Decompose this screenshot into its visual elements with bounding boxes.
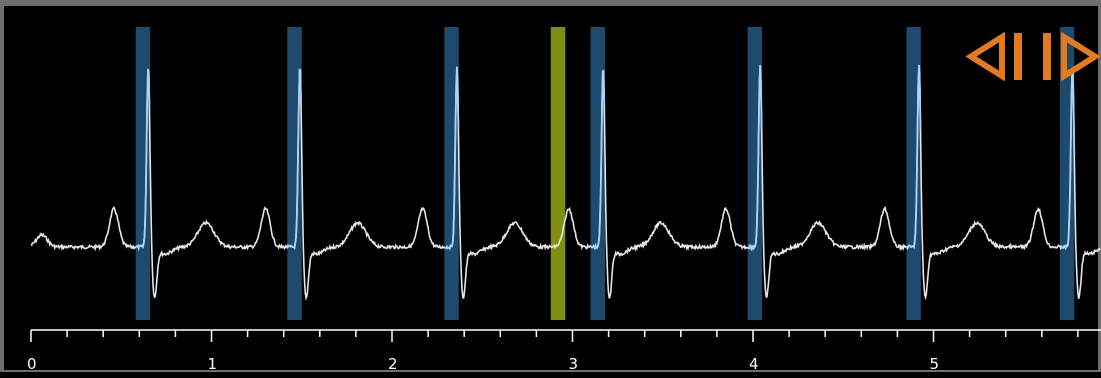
tick-label: 4 bbox=[749, 355, 759, 373]
ecg-signal-highlight bbox=[1059, 69, 1076, 251]
step-forward-bar bbox=[1043, 33, 1051, 80]
step-back-bar bbox=[1014, 33, 1022, 80]
tick-label: 0 bbox=[27, 355, 37, 373]
ecg-plot[interactable]: 0 1 2 3 4 5 bbox=[4, 6, 1101, 378]
ecg-trace-group bbox=[30, 64, 1101, 301]
ecg-signal-highlight bbox=[589, 70, 606, 251]
tick-label: 3 bbox=[569, 355, 579, 373]
tick-label: 1 bbox=[208, 355, 218, 373]
ecg-signal-highlight bbox=[134, 68, 151, 252]
ecg-signal-highlight bbox=[906, 64, 922, 251]
tick-label: 2 bbox=[388, 355, 398, 373]
time-axis: 0 1 2 3 4 5 bbox=[27, 329, 1101, 373]
prev-beat-button[interactable] bbox=[965, 31, 1022, 82]
tick-label: 5 bbox=[930, 355, 940, 373]
step-back-icon bbox=[965, 31, 1005, 82]
ecg-signal bbox=[30, 64, 1101, 301]
ecg-signal-highlight bbox=[747, 65, 763, 252]
cursor-marker-group bbox=[550, 27, 566, 320]
cursor-marker[interactable] bbox=[550, 27, 566, 320]
ecg-signal-highlight bbox=[444, 66, 460, 251]
step-forward-icon bbox=[1061, 31, 1101, 82]
next-beat-button[interactable] bbox=[1043, 31, 1101, 82]
ecg-signal-highlight bbox=[286, 68, 302, 250]
